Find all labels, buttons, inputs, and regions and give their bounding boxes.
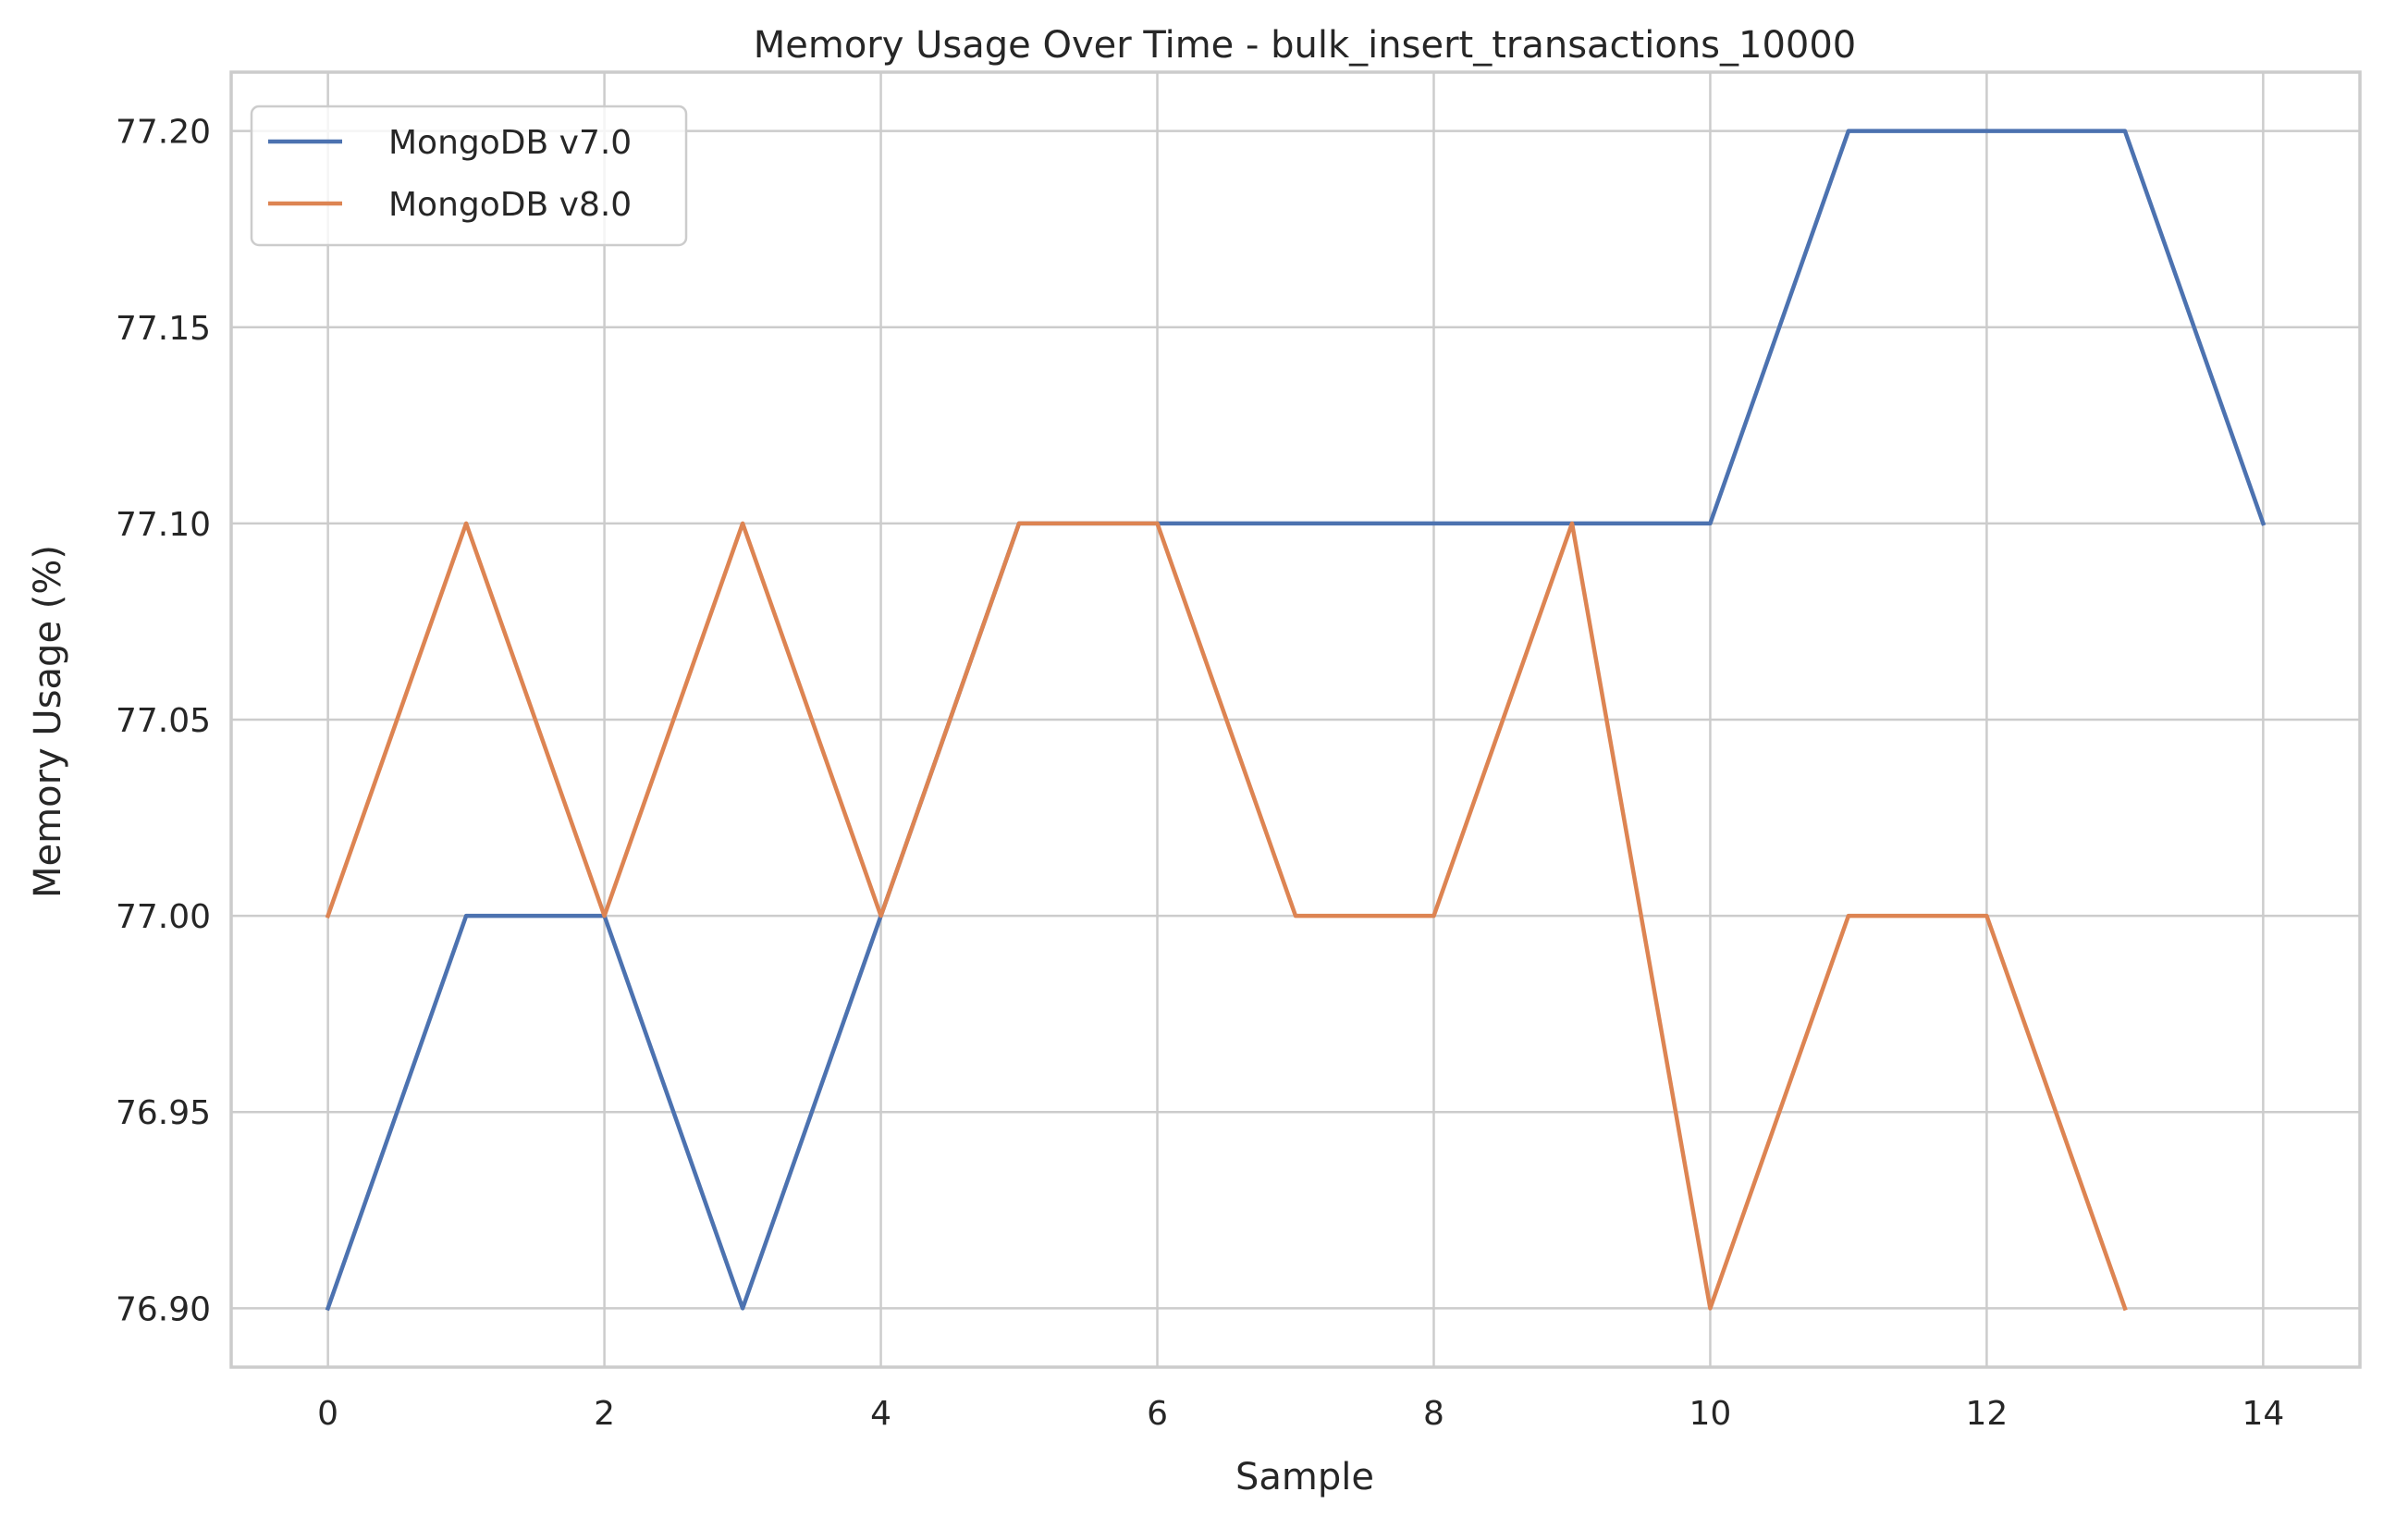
plot-frame xyxy=(229,70,2362,1369)
y-tick-label: 77.00 xyxy=(116,898,211,936)
y-tick-label: 76.90 xyxy=(116,1290,211,1328)
y-axis-label: Memory Usage (%) xyxy=(27,545,69,898)
legend-label: MongoDB v8.0 xyxy=(388,186,632,224)
y-tick-label: 77.10 xyxy=(116,506,211,544)
legend: MongoDB v7.0 MongoDB v8.0 xyxy=(250,105,688,247)
y-axis-ticks: 76.90 76.95 77.00 77.05 77.10 77.15 77.20 xyxy=(116,114,211,1329)
legend-label: MongoDB v7.0 xyxy=(388,124,632,162)
y-tick-label: 76.95 xyxy=(116,1094,211,1132)
series-line-v8 xyxy=(325,521,2128,1312)
x-tick-label: 8 xyxy=(1423,1395,1444,1433)
x-tick-label: 12 xyxy=(1965,1395,2008,1433)
grid-lines xyxy=(231,72,2360,1367)
x-axis-ticks: 0 2 4 6 8 10 12 14 xyxy=(317,1395,2284,1433)
x-tick-label: 2 xyxy=(594,1395,615,1433)
x-tick-label: 14 xyxy=(2242,1395,2284,1433)
legend-box xyxy=(250,105,688,247)
x-axis-label: Sample xyxy=(1235,1456,1374,1498)
x-tick-label: 4 xyxy=(870,1395,891,1433)
y-tick-label: 77.20 xyxy=(116,114,211,152)
series-lines xyxy=(325,129,2267,1312)
y-tick-label: 77.05 xyxy=(116,702,211,740)
x-tick-label: 10 xyxy=(1689,1395,1732,1433)
x-tick-label: 6 xyxy=(1147,1395,1168,1433)
y-tick-label: 77.15 xyxy=(116,310,211,348)
x-tick-label: 0 xyxy=(317,1395,338,1433)
series-line-v7 xyxy=(325,129,2267,1312)
chart-title: Memory Usage Over Time - bulk_insert_tra… xyxy=(754,24,1857,67)
